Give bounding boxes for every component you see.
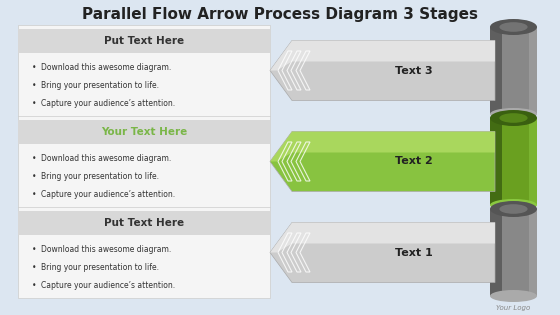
FancyBboxPatch shape [529,209,537,296]
Text: •: • [32,172,36,181]
Ellipse shape [490,110,537,126]
Text: Text 2: Text 2 [395,157,432,167]
Text: •: • [32,245,36,254]
Polygon shape [490,118,502,205]
Polygon shape [490,27,502,114]
FancyBboxPatch shape [18,120,270,144]
Ellipse shape [490,108,537,120]
Text: Capture your audience’s attention.: Capture your audience’s attention. [41,190,175,199]
Text: Bring your presentation to life.: Bring your presentation to life. [41,172,159,181]
Text: •: • [32,99,36,108]
Text: •: • [32,190,36,199]
Text: Download this awesome diagram.: Download this awesome diagram. [41,154,171,163]
FancyBboxPatch shape [490,27,537,114]
Text: Download this awesome diagram.: Download this awesome diagram. [41,245,171,254]
Ellipse shape [490,290,537,302]
Polygon shape [490,209,502,296]
Polygon shape [270,41,495,100]
FancyBboxPatch shape [18,29,270,53]
Text: Capture your audience’s attention.: Capture your audience’s attention. [41,281,175,290]
Ellipse shape [500,204,528,214]
Text: Text 3: Text 3 [395,66,432,76]
Text: •: • [32,154,36,163]
Text: •: • [32,263,36,272]
Text: Your Text Here: Your Text Here [101,127,187,137]
FancyBboxPatch shape [18,211,270,235]
Text: •: • [32,281,36,290]
Ellipse shape [500,22,528,32]
Ellipse shape [490,201,537,217]
Text: •: • [32,63,36,72]
Ellipse shape [490,199,537,211]
Text: Put Text Here: Put Text Here [104,36,184,46]
Text: Bring your presentation to life.: Bring your presentation to life. [41,81,159,90]
Text: Put Text Here: Put Text Here [104,218,184,228]
Polygon shape [270,41,495,71]
Text: Your Logo: Your Logo [496,305,530,311]
Ellipse shape [490,19,537,35]
Text: Capture your audience’s attention.: Capture your audience’s attention. [41,99,175,108]
FancyBboxPatch shape [18,25,270,298]
Polygon shape [270,222,495,253]
Ellipse shape [500,113,528,123]
Text: •: • [32,81,36,90]
Polygon shape [270,222,495,283]
FancyBboxPatch shape [490,209,537,296]
FancyBboxPatch shape [529,118,537,205]
Polygon shape [270,131,495,192]
Text: Download this awesome diagram.: Download this awesome diagram. [41,63,171,72]
Text: Parallel Flow Arrow Process Diagram 3 Stages: Parallel Flow Arrow Process Diagram 3 St… [82,7,478,21]
Polygon shape [270,131,495,162]
Text: Bring your presentation to life.: Bring your presentation to life. [41,263,159,272]
FancyBboxPatch shape [490,118,537,205]
FancyBboxPatch shape [529,27,537,114]
Text: Text 1: Text 1 [395,248,432,257]
